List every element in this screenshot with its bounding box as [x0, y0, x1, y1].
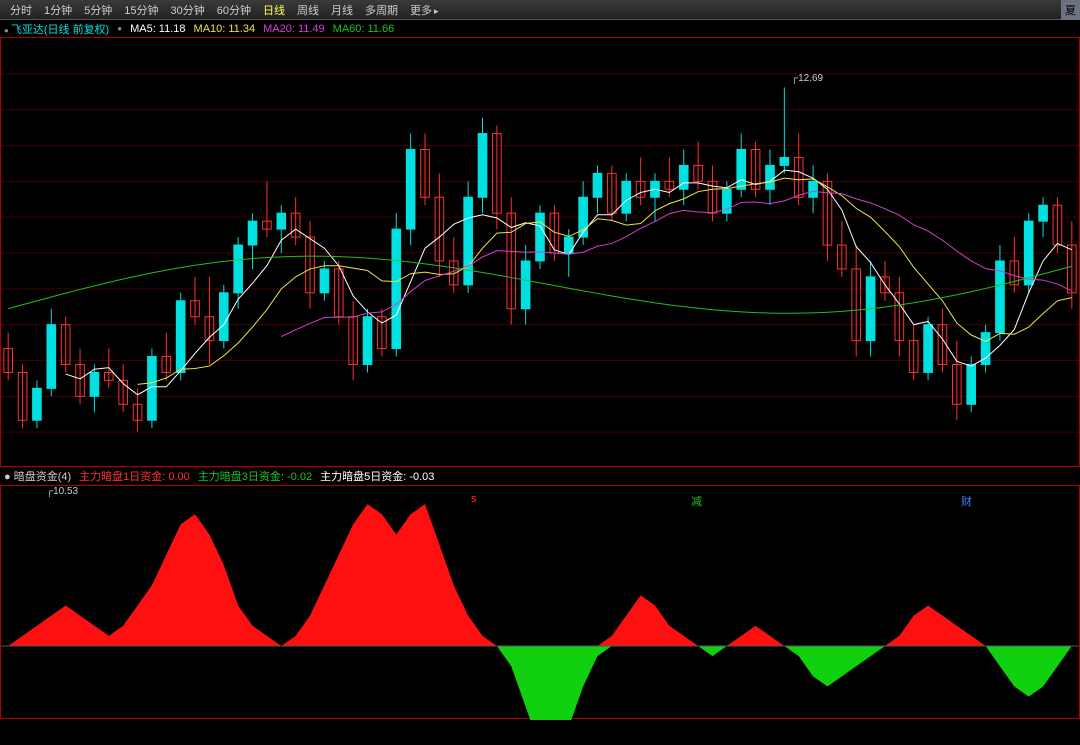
timeframe-tab[interactable]: 分时: [4, 2, 38, 18]
timeframe-tab[interactable]: 日线: [257, 2, 291, 18]
chart-header: 飞亚达(日线 前复权)●MA5: 11.18MA10: 11.34MA20: 1…: [0, 20, 1080, 37]
indicator-header: ● 暗盘资金(4) 主力暗盘1日资金: 0.00 主力暗盘3日资金: -0.02 主力…: [0, 467, 1080, 485]
timeframe-tab[interactable]: 30分钟: [165, 2, 211, 18]
ma-label: MA60: 11.66: [333, 23, 395, 35]
timeframe-toolbar: 分时1分钟5分钟15分钟30分钟60分钟日线周线月线多周期更多: [0, 0, 1080, 20]
indicator-series-label: 主力暗盘1日资金: 0.00: [79, 468, 190, 484]
timeframe-tab[interactable]: 周线: [291, 2, 325, 18]
timeframe-tab[interactable]: 5分钟: [78, 2, 118, 18]
indicator-series-label: 主力暗盘3日资金: -0.02: [198, 468, 312, 484]
ma-label: MA10: 11.34: [194, 23, 256, 35]
timeframe-tab[interactable]: 1分钟: [38, 2, 78, 18]
toolbar-right-button[interactable]: 夏: [1061, 0, 1080, 20]
stock-title: 飞亚达(日线 前复权): [4, 21, 109, 37]
timeframe-tab[interactable]: 月线: [325, 2, 359, 18]
indicator-title: ● 暗盘资金(4): [4, 468, 71, 484]
timeframe-tab[interactable]: 60分钟: [211, 2, 257, 18]
timeframe-tab[interactable]: 15分钟: [118, 2, 164, 18]
timeframe-tab[interactable]: 更多: [404, 2, 445, 18]
timeframe-tab[interactable]: 多周期: [359, 2, 404, 18]
candlestick-chart[interactable]: ┌12.69┌10.53s减财: [0, 37, 1080, 467]
high_label: ┌12.69: [791, 73, 823, 84]
indicator-series-label: 主力暗盘5日资金: -0.03: [320, 468, 434, 484]
indicator-chart[interactable]: [0, 485, 1080, 719]
ma-label: MA5: 11.18: [130, 23, 185, 35]
ma-label: MA20: 11.49: [263, 23, 325, 35]
